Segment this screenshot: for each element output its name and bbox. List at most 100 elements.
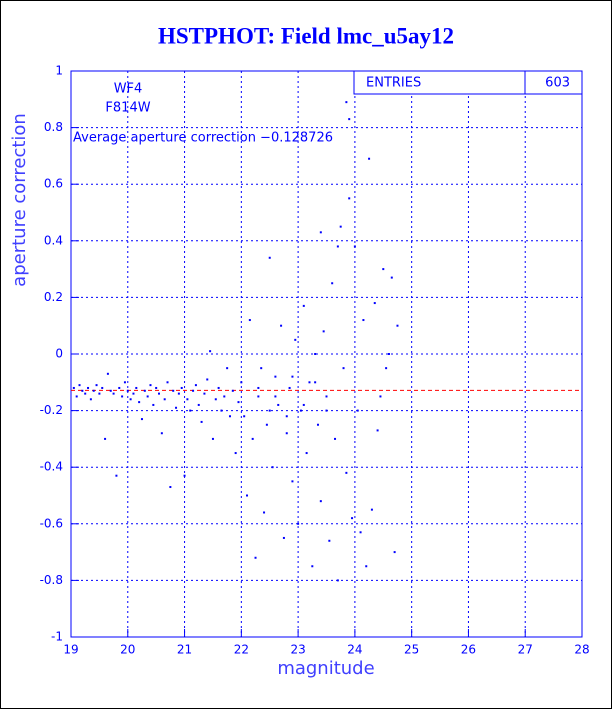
point: [277, 403, 280, 406]
x-tick-label: 23: [290, 643, 305, 657]
point: [291, 375, 294, 378]
point: [115, 474, 118, 477]
point: [302, 403, 305, 406]
point: [280, 324, 283, 327]
point: [129, 398, 132, 401]
x-tick-label: 20: [120, 643, 135, 657]
point: [126, 389, 129, 392]
point: [163, 398, 166, 401]
point: [345, 471, 348, 474]
point: [209, 350, 212, 353]
point: [379, 395, 382, 398]
point: [356, 409, 359, 412]
point: [294, 338, 297, 341]
point: [186, 398, 189, 401]
y-axis-title: aperture correction: [9, 113, 30, 287]
point: [169, 486, 172, 489]
point: [214, 398, 217, 401]
point: [223, 395, 226, 398]
point: [274, 395, 277, 398]
point: [177, 392, 180, 395]
annotation: Average aperture correction −0.128726: [73, 131, 333, 146]
point: [325, 395, 328, 398]
annotation: WF4: [114, 82, 143, 97]
point: [192, 389, 195, 392]
point: [342, 367, 345, 370]
stats-value: 603: [545, 76, 570, 91]
point: [246, 494, 249, 497]
point: [265, 423, 268, 426]
point: [112, 392, 115, 395]
point: [365, 565, 368, 568]
point: [101, 386, 104, 389]
point: [334, 437, 337, 440]
x-tick-label: 19: [63, 643, 78, 657]
point: [152, 403, 155, 406]
point: [299, 409, 302, 412]
point: [336, 579, 339, 582]
point: [359, 531, 362, 534]
point: [87, 386, 90, 389]
point: [291, 480, 294, 483]
point: [166, 381, 169, 384]
point: [297, 522, 300, 525]
y-tick-label: -0.6: [40, 516, 63, 530]
x-tick-label: 25: [404, 643, 419, 657]
point: [282, 536, 285, 539]
point: [385, 367, 388, 370]
point: [390, 276, 393, 279]
point: [203, 392, 206, 395]
point: [106, 372, 109, 375]
point: [226, 367, 229, 370]
point: [260, 367, 263, 370]
point: [220, 409, 223, 412]
point: [98, 392, 101, 395]
point: [183, 474, 186, 477]
point: [248, 319, 251, 322]
point: [319, 500, 322, 503]
point: [345, 101, 348, 104]
point: [274, 375, 277, 378]
point: [200, 420, 203, 423]
point: [288, 386, 291, 389]
plot-frame: [70, 70, 583, 638]
point: [237, 401, 240, 404]
point: [373, 302, 376, 305]
point: [396, 324, 399, 327]
y-tick-label: 0: [55, 347, 63, 361]
point: [109, 389, 112, 392]
point: [331, 282, 334, 285]
point: [319, 231, 322, 234]
point: [353, 245, 356, 248]
point: [368, 157, 371, 160]
x-axis-title: magnitude: [277, 658, 374, 679]
point: [351, 517, 354, 520]
point: [362, 319, 365, 322]
point: [172, 389, 175, 392]
point: [370, 508, 373, 511]
point: [308, 381, 311, 384]
point: [348, 197, 351, 200]
point: [348, 118, 351, 121]
point: [89, 398, 92, 401]
y-tick-label: -0.8: [40, 573, 63, 587]
y-tick-label: -0.2: [40, 403, 63, 417]
y-tick-label: 0.4: [44, 233, 63, 247]
point: [339, 225, 342, 228]
y-tick-label: -0.4: [40, 460, 63, 474]
point: [104, 437, 107, 440]
point: [376, 429, 379, 432]
point: [257, 386, 260, 389]
point: [118, 386, 121, 389]
point: [123, 381, 126, 384]
point: [285, 432, 288, 435]
point: [271, 466, 274, 469]
point: [336, 245, 339, 248]
point: [175, 406, 178, 409]
point: [138, 401, 141, 404]
point: [149, 384, 152, 387]
point: [135, 386, 138, 389]
point: [254, 556, 257, 559]
point: [382, 268, 385, 271]
point: [268, 256, 271, 259]
